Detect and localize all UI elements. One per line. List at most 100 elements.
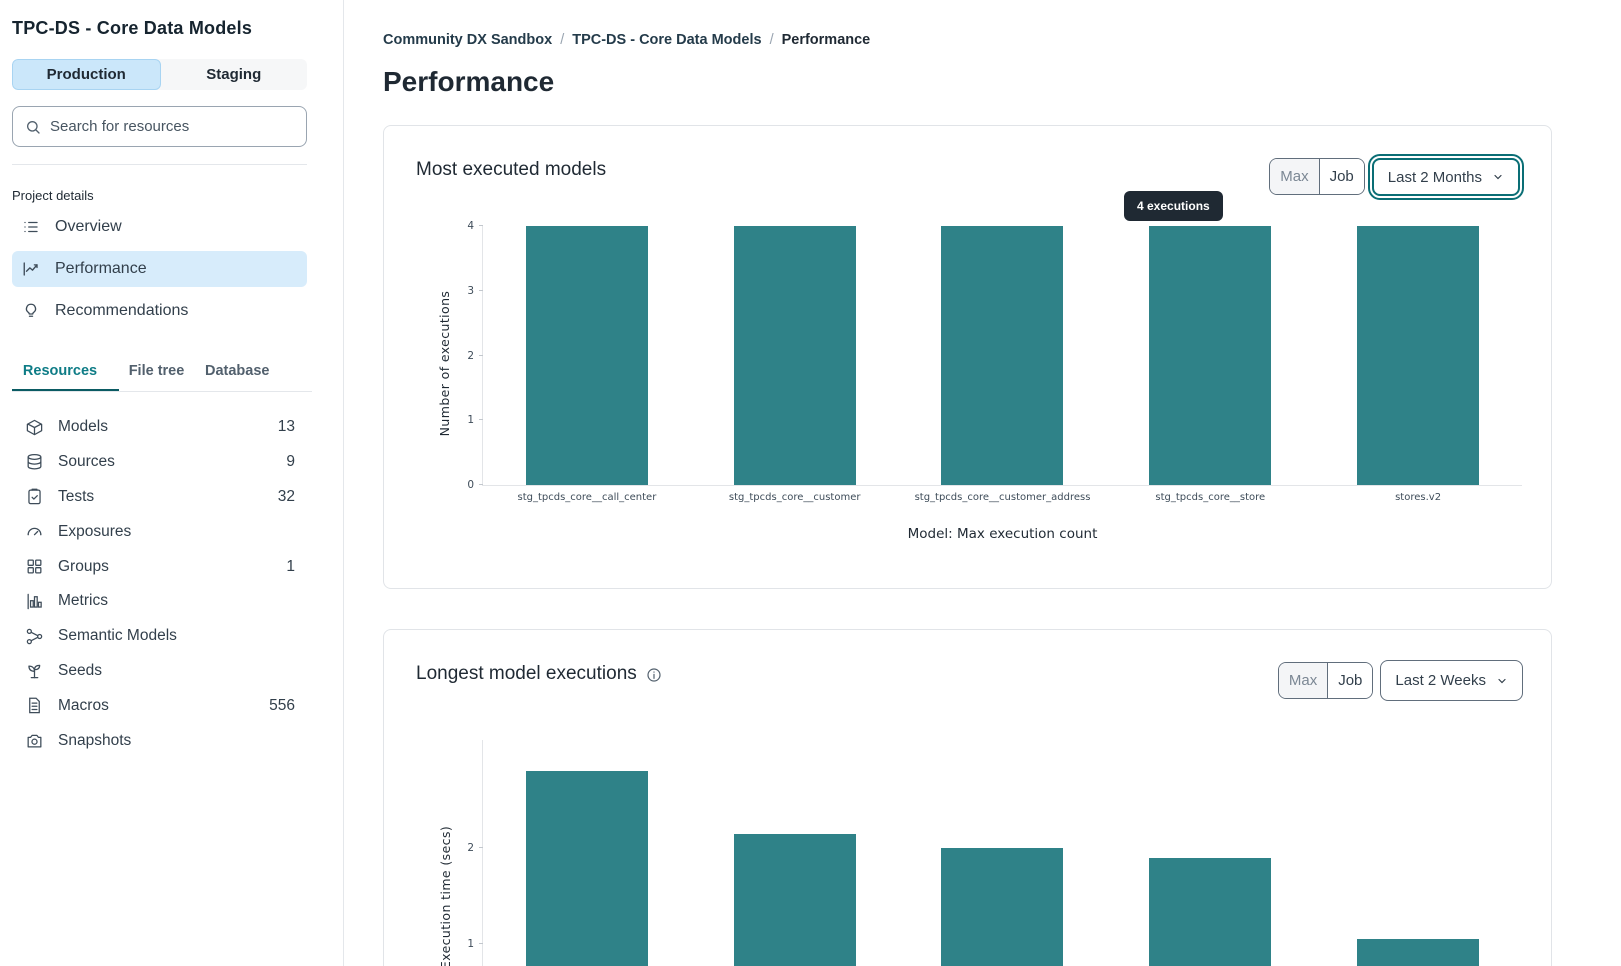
- y-tick-label: 2: [467, 842, 474, 854]
- resource-label: Groups: [58, 557, 109, 575]
- bar-slot: [1314, 226, 1522, 485]
- chevron-down-icon: [1494, 174, 1502, 180]
- recommendations-icon: [22, 302, 40, 320]
- resource-item-snapshots[interactable]: Snapshots: [12, 723, 295, 758]
- sidebar-item-overview[interactable]: Overview: [12, 209, 307, 245]
- resource-label: Models: [58, 418, 108, 436]
- resource-item-tests[interactable]: Tests 32: [12, 480, 295, 515]
- y-tick-label: 4: [467, 220, 474, 232]
- bar[interactable]: [733, 833, 856, 966]
- macros-icon: [25, 696, 44, 715]
- snapshots-icon: [25, 731, 44, 750]
- breadcrumb-separator: /: [560, 32, 565, 48]
- breadcrumb-item: Performance: [781, 32, 871, 48]
- bar[interactable]: [941, 226, 1064, 485]
- semantic-models-icon: [25, 627, 44, 646]
- bar-slot: [899, 740, 1107, 966]
- resource-item-seeds[interactable]: Seeds: [12, 654, 295, 689]
- max-button[interactable]: Max: [1278, 663, 1328, 698]
- page-title: Performance: [383, 66, 555, 97]
- breadcrumb-item[interactable]: Community DX Sandbox: [383, 32, 553, 48]
- time-range-select[interactable]: Last 2 Weeks: [1380, 660, 1523, 701]
- resource-item-semantic-models[interactable]: Semantic Models: [12, 619, 295, 654]
- resource-item-macros[interactable]: Macros 556: [12, 688, 295, 723]
- y-tick-label: 1: [467, 414, 474, 427]
- longest-model-executions-chart: 1 2 Execution time (secs): [438, 740, 1522, 966]
- tab-file-tree[interactable]: File tree: [128, 363, 185, 379]
- search-input[interactable]: [50, 118, 294, 135]
- bar[interactable]: [1357, 226, 1480, 485]
- resource-count: 9: [286, 453, 295, 471]
- sidebar-item-performance[interactable]: Performance: [12, 251, 307, 287]
- y-tick-label: 2: [467, 349, 474, 362]
- groups-icon: [25, 557, 44, 576]
- job-button[interactable]: Job: [1318, 158, 1364, 194]
- sidebar-item-recommendations[interactable]: Recommendations: [12, 293, 307, 329]
- most-executed-models-card: Most executed models Max Job Last 2 Mont…: [383, 125, 1552, 589]
- resource-count: 556: [269, 696, 295, 714]
- bar[interactable]: [733, 226, 856, 485]
- bar[interactable]: [1357, 939, 1480, 966]
- resource-label: Seeds: [58, 661, 102, 679]
- longest-model-executions-card: Longest model executions Max Job Last 2 …: [383, 629, 1552, 966]
- resource-item-sources[interactable]: Sources 9: [12, 445, 295, 480]
- bar[interactable]: [525, 771, 648, 966]
- exposures-icon: [25, 522, 44, 541]
- resource-label: Exposures: [58, 522, 132, 540]
- sidebar-item-label: Recommendations: [55, 302, 189, 319]
- breadcrumb-separator: /: [769, 32, 774, 48]
- info-icon[interactable]: [646, 665, 662, 683]
- resource-item-groups[interactable]: Groups 1: [12, 549, 295, 584]
- max-job-toggle: Max Job: [1269, 157, 1365, 195]
- resource-label: Snapshots: [58, 731, 132, 749]
- x-tick-label: stg_tpcds_core__store: [1155, 492, 1266, 503]
- resource-label: Macros: [58, 696, 109, 714]
- bar-slot: [691, 740, 899, 966]
- search-icon: [27, 120, 40, 134]
- x-tick-label: stg_tpcds_core__call_center: [517, 492, 657, 503]
- time-range-value: Last 2 Weeks: [1395, 672, 1486, 689]
- bar-slot: [483, 740, 691, 966]
- chevron-down-icon: [1498, 678, 1506, 683]
- time-range-select[interactable]: Last 2 Months: [1367, 154, 1525, 200]
- project-title: TPC-DS - Core Data Models: [12, 18, 253, 38]
- y-tick-label: 3: [467, 284, 474, 297]
- chart-tooltip: 4 executions: [1124, 191, 1223, 221]
- sources-icon: [25, 453, 44, 472]
- bar[interactable]: [525, 226, 648, 485]
- y-tick-mark: [479, 943, 483, 944]
- breadcrumb-item[interactable]: TPC-DS - Core Data Models: [572, 32, 762, 48]
- bar-slot: [899, 226, 1107, 485]
- project-details-heading: Project details: [12, 188, 94, 203]
- active-tab-underline: [12, 389, 119, 391]
- bar[interactable]: [1149, 226, 1272, 485]
- tab-database[interactable]: Database: [205, 363, 270, 379]
- sidebar-divider: [12, 164, 307, 165]
- max-button[interactable]: Max: [1270, 158, 1319, 194]
- bar[interactable]: [1149, 857, 1272, 966]
- search-box[interactable]: [12, 106, 307, 147]
- bar-slot: [691, 226, 899, 485]
- env-toggle-staging[interactable]: Staging: [206, 66, 262, 83]
- job-button[interactable]: Job: [1327, 663, 1373, 698]
- y-axis-title: Number of executions: [437, 290, 453, 436]
- sidebar-tabs: Resources File tree Database: [12, 355, 312, 391]
- y-tick-mark: [479, 484, 483, 485]
- y-tick-mark: [479, 289, 483, 291]
- seeds-icon: [25, 661, 44, 680]
- main-content: Community DX Sandbox / TPC-DS - Core Data …: [345, 0, 1621, 966]
- bar-slot: [1106, 226, 1314, 485]
- models-icon: [25, 418, 44, 437]
- resource-item-metrics[interactable]: Metrics: [12, 584, 295, 619]
- bar[interactable]: [941, 848, 1064, 966]
- env-toggle-production[interactable]: Production: [12, 59, 161, 90]
- environment-toggle: Production Staging: [12, 59, 307, 90]
- tab-resources[interactable]: Resources: [22, 363, 98, 379]
- card-title: Longest model executions: [416, 663, 637, 684]
- resource-item-models[interactable]: Models 13: [12, 410, 295, 445]
- resource-label: Semantic Models: [58, 627, 177, 645]
- resource-item-exposures[interactable]: Exposures: [12, 514, 295, 549]
- resource-label: Tests: [58, 487, 95, 505]
- y-tick-label: 0: [467, 479, 474, 491]
- performance-icon: [22, 260, 40, 278]
